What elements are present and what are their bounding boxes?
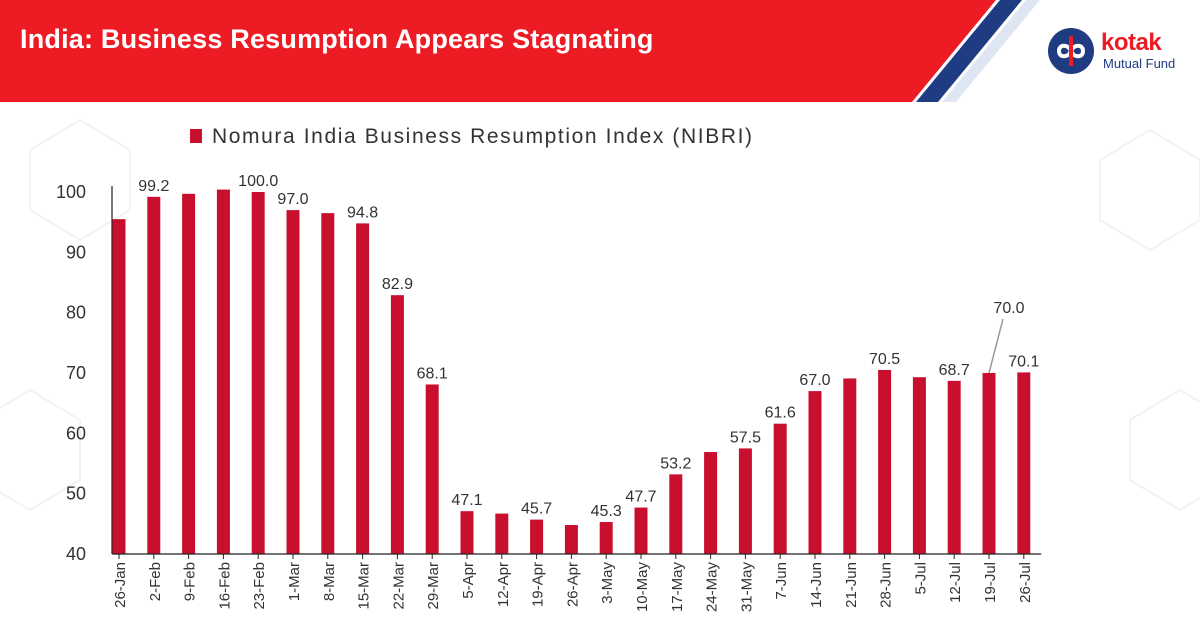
bar-19-Apr (530, 519, 544, 554)
x-tick-label: 26-Apr (564, 562, 581, 607)
brand-name: kotak (1101, 29, 1162, 56)
bar-10-May (634, 507, 648, 554)
banner-navy-stripe (916, 0, 1022, 102)
chart-legend: Nomura India Business Resumption Index (… (190, 125, 754, 148)
bar-15-Mar (356, 223, 370, 554)
bar-17-May (669, 474, 683, 554)
data-labels: 99.2 100.097.0 94.8 82.9 68.1 47.1 45.7 45.347.… (138, 173, 1039, 520)
bar-26-Jan (112, 219, 126, 554)
x-tick-label: 7-Jun (773, 562, 790, 600)
x-tick-label: 8-Mar (321, 562, 338, 601)
bar-21-Jun (843, 378, 857, 554)
data-label: 100.0 (238, 173, 278, 190)
x-tick-label: 22-Mar (390, 562, 407, 610)
data-label: 45.7 (521, 501, 552, 518)
y-tick-label: 70 (66, 363, 86, 383)
x-tick-label: 9-Feb (182, 562, 199, 601)
bar-26-Apr (564, 525, 578, 554)
data-label: 67.0 (799, 372, 830, 389)
y-axis: 40 50 60 70 80 90 100 (56, 182, 113, 564)
data-label: 70.5 (869, 351, 900, 368)
data-label: 47.1 (451, 492, 482, 509)
data-label: 97.0 (277, 191, 308, 208)
data-label: 47.7 (625, 489, 656, 506)
bar-5-Apr (460, 511, 474, 554)
x-tick-label: 24-May (704, 562, 721, 613)
legend-label: Nomura India Business Resumption Index (… (212, 125, 754, 148)
bar-23-Feb (251, 192, 265, 554)
data-label: 68.7 (939, 362, 970, 379)
x-tick-label: 29-Mar (425, 562, 442, 610)
legend-swatch (190, 129, 202, 143)
x-tick-label: 21-Jun (843, 562, 860, 608)
bar-26-Jul (1017, 372, 1031, 554)
x-axis: 26-Jan 2-Feb 9-Feb 16-Feb 23-Feb 1-Mar 8-Mar 15… (112, 553, 1042, 613)
page-title: India: Business Resumption Appears Stagn… (20, 24, 654, 54)
data-label: 82.9 (382, 276, 413, 293)
kotak-infinity-logo-icon (1048, 28, 1094, 74)
banner-red-shape (0, 0, 996, 102)
data-label: 53.2 (660, 455, 691, 472)
x-tick-label: 12-Apr (495, 562, 512, 607)
data-label: 99.2 (138, 178, 169, 195)
data-label: 61.6 (765, 405, 796, 422)
banner-light-stripe (942, 0, 1040, 102)
bar-22-Mar (390, 295, 404, 554)
data-label: 68.1 (417, 365, 448, 382)
x-tick-label: 5-Apr (460, 562, 477, 599)
y-tick-label: 100 (56, 182, 86, 202)
x-tick-label: 28-Jun (878, 562, 895, 608)
bar-31-May (738, 448, 752, 554)
data-label: 94.8 (347, 204, 378, 221)
x-tick-label: 15-Mar (356, 562, 373, 610)
bar-29-Mar (425, 384, 439, 554)
bar-12-Jul (947, 380, 961, 554)
y-tick-label: 80 (66, 303, 86, 323)
brand-logo: kotak Mutual Fund (1046, 26, 1196, 76)
x-tick-label: 5-Jul (912, 562, 929, 595)
bar-series (112, 189, 1031, 554)
x-tick-label: 1-Mar (286, 562, 303, 601)
x-tick-label: 19-Apr (530, 562, 547, 607)
data-label: 45.3 (591, 503, 622, 520)
y-tick-label: 60 (66, 423, 86, 443)
data-label: 70.1 (1008, 353, 1039, 370)
bar-12-Apr (495, 513, 509, 554)
header-banner (0, 0, 1040, 102)
x-tick-label: 19-Jul (982, 562, 999, 603)
brand-subtitle: Mutual Fund (1103, 56, 1176, 71)
x-tick-label: 23-Feb (251, 562, 268, 610)
y-tick-label: 40 (66, 544, 86, 564)
bar-28-Jun (878, 369, 892, 554)
bar-2-Feb (147, 196, 161, 554)
x-tick-label: 3-May (599, 562, 616, 604)
y-tick-label: 90 (66, 242, 86, 262)
data-label: 57.5 (730, 429, 761, 446)
bar-16-Feb (216, 189, 230, 554)
x-tick-label: 26-Jul (1017, 562, 1034, 603)
x-tick-label: 2-Feb (147, 562, 164, 601)
bar-7-Jun (773, 423, 787, 554)
data-label: 70.0 (993, 300, 1024, 317)
x-tick-label: 14-Jun (808, 562, 825, 608)
bar-9-Feb (182, 193, 196, 554)
x-tick-label: 17-May (669, 562, 686, 613)
nibri-bar-chart: Nomura India Business Resumption Index (… (56, 125, 1042, 613)
bar-8-Mar (321, 213, 335, 554)
callout-line (988, 318, 1004, 374)
bar-1-Mar (286, 210, 300, 554)
bar-19-Jul (982, 373, 996, 554)
x-tick-label: 10-May (634, 562, 651, 613)
bar-14-Jun (808, 391, 822, 554)
bar-5-Jul (912, 377, 926, 554)
x-tick-label: 16-Feb (216, 562, 233, 610)
x-tick-label: 26-Jan (112, 562, 129, 608)
x-tick-label: 12-Jul (947, 562, 964, 603)
x-tick-label: 31-May (738, 562, 755, 613)
bar-24-May (704, 452, 718, 554)
y-tick-label: 50 (66, 484, 86, 504)
bar-3-May (599, 522, 613, 554)
